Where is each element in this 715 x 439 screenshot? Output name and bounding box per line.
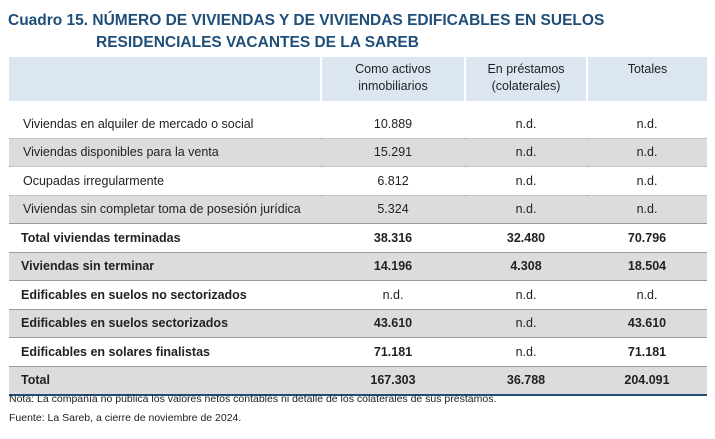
cell-totales: n.d. xyxy=(587,195,707,224)
header-prestamos-line-1: En préstamos xyxy=(487,62,565,76)
header-prestamos-line-2: (colaterales) xyxy=(491,79,561,93)
header-row: Como activos inmobiliarios En préstamos … xyxy=(9,57,707,102)
row-label: Total xyxy=(9,365,321,396)
cell-prestamos: n.d. xyxy=(465,166,587,196)
cell-totales: n.d. xyxy=(587,110,707,139)
cell-prestamos: 4.308 xyxy=(465,251,587,281)
cell-prestamos: n.d. xyxy=(465,138,587,167)
table-row-total: Total 167.303 36.788 204.091 xyxy=(9,365,707,396)
footnote-note: Nota: La compañía no publica los valores… xyxy=(9,393,497,405)
cell-prestamos: n.d. xyxy=(465,337,587,366)
cell-totales: 70.796 xyxy=(587,223,707,252)
row-label: Viviendas sin terminar xyxy=(9,251,321,281)
row-label: Viviendas disponibles para la venta xyxy=(9,138,321,167)
cell-activos: 5.324 xyxy=(321,195,465,224)
table-title-line-2: RESIDENCIALES VACANTES DE LA SAREB xyxy=(96,34,419,51)
header-prestamos: En préstamos (colaterales) xyxy=(465,57,588,102)
cell-prestamos: n.d. xyxy=(465,308,587,338)
header-activos: Como activos inmobiliarios xyxy=(321,57,466,102)
row-label: Viviendas en alquiler de mercado o socia… xyxy=(9,110,321,139)
cell-totales: n.d. xyxy=(587,280,707,309)
cell-prestamos: n.d. xyxy=(465,110,587,139)
cell-activos: 6.812 xyxy=(321,166,465,196)
cell-activos: n.d. xyxy=(321,280,465,309)
row-label: Viviendas sin completar toma de posesión… xyxy=(9,195,321,224)
table-row: Edificables en suelos sectorizados 43.61… xyxy=(9,308,707,338)
cell-prestamos: 36.788 xyxy=(465,365,587,396)
table-title: Cuadro 15. NÚMERO DE VIVIENDAS Y DE VIVI… xyxy=(8,10,708,54)
cell-activos: 43.610 xyxy=(321,308,465,338)
cell-activos: 38.316 xyxy=(321,223,465,252)
footnote-source: Fuente: La Sareb, a cierre de noviembre … xyxy=(9,412,242,424)
cell-activos: 14.196 xyxy=(321,251,465,281)
table-row: Viviendas en alquiler de mercado o socia… xyxy=(9,110,707,139)
cell-totales: n.d. xyxy=(587,166,707,196)
table-row: Viviendas sin completar toma de posesión… xyxy=(9,195,707,224)
cell-activos: 15.291 xyxy=(321,138,465,167)
data-table: Como activos inmobiliarios En préstamos … xyxy=(9,57,707,396)
cell-activos: 10.889 xyxy=(321,110,465,139)
cell-prestamos: 32.480 xyxy=(465,223,587,252)
header-activos-line-2: inmobiliarios xyxy=(358,79,428,93)
row-label: Edificables en suelos no sectorizados xyxy=(9,280,321,309)
table-row: Viviendas sin terminar 14.196 4.308 18.5… xyxy=(9,251,707,281)
cell-totales: 204.091 xyxy=(587,365,707,396)
row-label: Ocupadas irregularmente xyxy=(9,166,321,196)
row-label: Edificables en suelos sectorizados xyxy=(9,308,321,338)
row-label: Total viviendas terminadas xyxy=(9,223,321,252)
table-row: Edificables en suelos no sectorizados n.… xyxy=(9,280,707,309)
table-row: Edificables en solares finalistas 71.181… xyxy=(9,337,707,366)
header-totales-label: Totales xyxy=(627,62,668,76)
cell-totales: 18.504 xyxy=(587,251,707,281)
header-activos-line-1: Como activos xyxy=(355,62,431,76)
cell-activos: 71.181 xyxy=(321,337,465,366)
cell-prestamos: n.d. xyxy=(465,280,587,309)
cell-activos: 167.303 xyxy=(321,365,465,396)
table-title-line-1: Cuadro 15. NÚMERO DE VIVIENDAS Y DE VIVI… xyxy=(8,12,605,29)
table-row: Total viviendas terminadas 38.316 32.480… xyxy=(9,223,707,252)
cell-prestamos: n.d. xyxy=(465,195,587,224)
table-footnotes: Nota: La compañía no publica los valores… xyxy=(9,390,496,428)
cell-totales: n.d. xyxy=(587,138,707,167)
row-label: Edificables en solares finalistas xyxy=(9,337,321,366)
cell-totales: 43.610 xyxy=(587,308,707,338)
header-totales: Totales xyxy=(587,57,707,102)
table-row: Ocupadas irregularmente 6.812 n.d. n.d. xyxy=(9,166,707,196)
header-empty-cell xyxy=(9,57,322,102)
cell-totales: 71.181 xyxy=(587,337,707,366)
table-row: Viviendas disponibles para la venta 15.2… xyxy=(9,138,707,167)
